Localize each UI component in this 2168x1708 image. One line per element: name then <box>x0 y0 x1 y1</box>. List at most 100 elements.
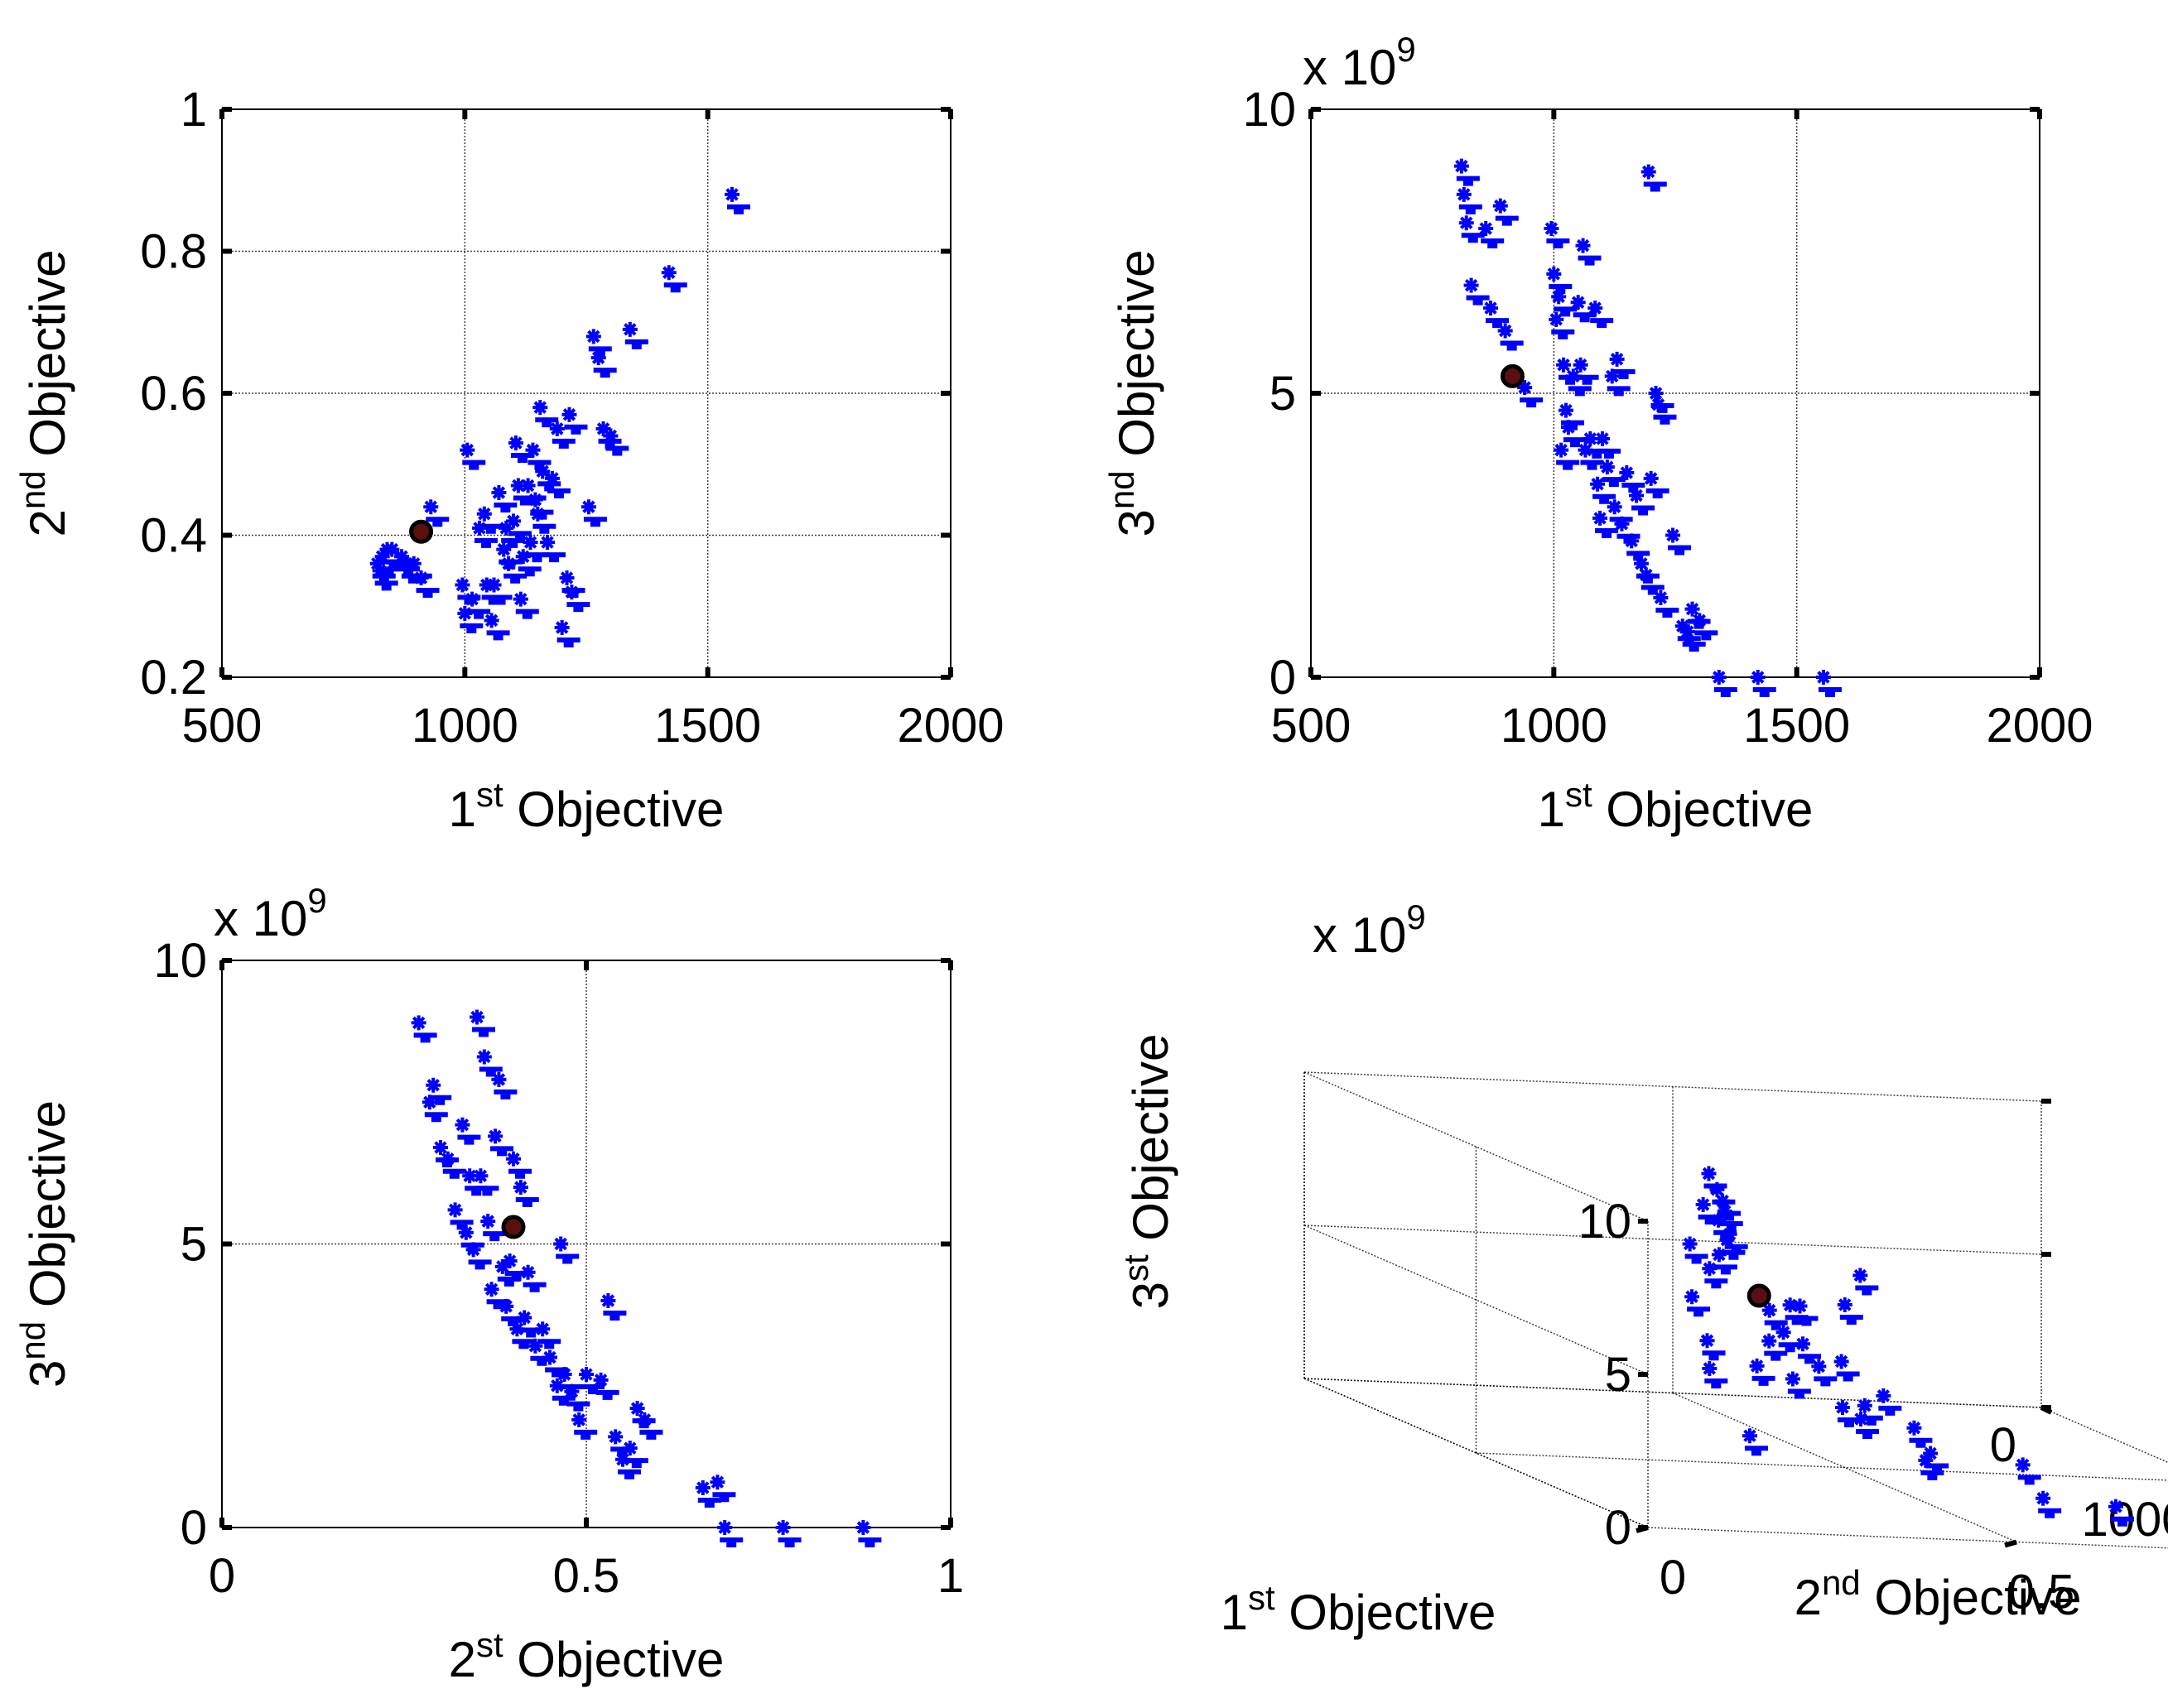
x-tick-label: 1500 <box>1743 699 1850 753</box>
data-point <box>1906 1420 1933 1448</box>
data-point <box>590 350 617 378</box>
data-point <box>488 1128 513 1157</box>
exponent-label: x 109 <box>214 881 327 946</box>
data-point <box>520 1264 547 1292</box>
data-point <box>1837 1297 1863 1325</box>
plot-frame <box>221 960 952 1528</box>
data-point <box>775 1520 802 1547</box>
data-point <box>1742 1428 1768 1456</box>
data-point <box>1599 459 1626 488</box>
y-axis-label: 3nd Objective <box>1102 250 1164 537</box>
data-point <box>1560 420 1587 448</box>
data-point <box>1749 1358 1775 1386</box>
data-point <box>1497 323 1524 351</box>
z-tick-label: 0 <box>1605 1501 1631 1555</box>
data-point <box>1792 1298 1819 1326</box>
data-point <box>1833 1354 1860 1382</box>
data-point <box>579 1367 605 1395</box>
y-tick-label: 0.8 <box>140 225 207 279</box>
x-axis-label: 1st Objective <box>1538 775 1814 837</box>
data-point <box>564 585 590 613</box>
data-point <box>465 1242 492 1270</box>
data-point <box>1674 618 1701 647</box>
data-point <box>486 577 513 605</box>
y-axis-label: 2nd Objective <box>13 250 75 537</box>
data-point <box>622 321 648 349</box>
x-tick-label: 500 <box>1271 699 1351 753</box>
data-point <box>2108 1499 2134 1527</box>
data-point <box>595 421 622 449</box>
data-point <box>1544 221 1570 249</box>
exponent-label: x 109 <box>1313 897 1426 963</box>
y-tick-label: 0.4 <box>140 509 207 563</box>
data-point <box>433 1140 459 1168</box>
data-point <box>530 506 556 534</box>
y-tick-mark <box>1636 1525 1649 1533</box>
data-point <box>1692 613 1718 641</box>
x-tick-label: 1000 <box>412 699 518 753</box>
data-point <box>1679 624 1706 652</box>
y-tick-label: 0.2 <box>140 651 207 705</box>
data-point <box>1456 186 1482 214</box>
subplot-top-left: 500 1000 1500 2000 0.2 0.4 0.6 0.8 1 1st Objectiv… <box>13 83 1005 837</box>
selected-point <box>1500 363 1525 388</box>
exponent-label: x 109 <box>1303 30 1416 95</box>
data-point <box>544 470 571 498</box>
data-point <box>1653 589 1679 618</box>
selected-point <box>501 1215 526 1239</box>
data-point <box>465 591 491 619</box>
data-point <box>1609 351 1636 379</box>
data-point <box>1702 1261 1728 1289</box>
data-point <box>1684 1289 1711 1317</box>
data-point <box>581 499 607 527</box>
data-point <box>1624 533 1650 561</box>
data-point <box>1923 1446 1949 1474</box>
data-point <box>554 619 581 647</box>
wall-gridline <box>1303 1224 1649 1375</box>
x-tick-label: 2000 <box>897 699 1004 753</box>
data-point <box>501 556 528 584</box>
x-axis-label: 2st Objective <box>449 1625 725 1687</box>
data-point <box>476 1049 503 1077</box>
data-point <box>1549 311 1575 339</box>
data-point <box>1554 442 1580 470</box>
data-point <box>457 605 484 633</box>
data-point <box>1517 380 1544 408</box>
data-point <box>622 1441 648 1469</box>
x-axis-label: 1st Objective <box>1221 1578 1496 1640</box>
data-point <box>1702 1360 1728 1388</box>
data-point <box>426 1077 452 1105</box>
selected-point <box>409 519 434 544</box>
data-point <box>515 549 542 577</box>
data-point <box>1643 470 1669 498</box>
data-point <box>484 613 510 641</box>
data-point <box>513 591 539 619</box>
data-point <box>1834 1399 1861 1427</box>
data-point <box>1573 357 1599 385</box>
data-point <box>1575 238 1602 266</box>
data-point <box>535 1321 561 1350</box>
data-point <box>1629 488 1655 516</box>
wall-gridline <box>1303 1224 2042 1255</box>
x-tick-label: 500 <box>182 699 263 753</box>
data-point <box>542 1350 568 1378</box>
y-tick-label: 5 <box>181 1218 207 1272</box>
data-point <box>1815 670 1842 697</box>
data-point <box>460 442 486 470</box>
plot-frame <box>221 108 952 678</box>
data-point <box>1592 510 1619 538</box>
data-point <box>525 442 552 470</box>
data-point <box>1722 1226 1748 1254</box>
x-axis-label: 1st Objective <box>449 775 725 837</box>
data-point <box>637 1412 663 1440</box>
data-point <box>535 464 561 492</box>
data-point <box>600 1293 627 1321</box>
data-point <box>506 1151 532 1179</box>
x-tick-label: 1000 <box>1501 699 1607 753</box>
data-point <box>549 1378 576 1406</box>
data-point <box>1453 158 1480 186</box>
x-tick-label: 0 <box>209 1549 235 1603</box>
data-point <box>455 1117 481 1145</box>
data-point <box>491 485 518 513</box>
